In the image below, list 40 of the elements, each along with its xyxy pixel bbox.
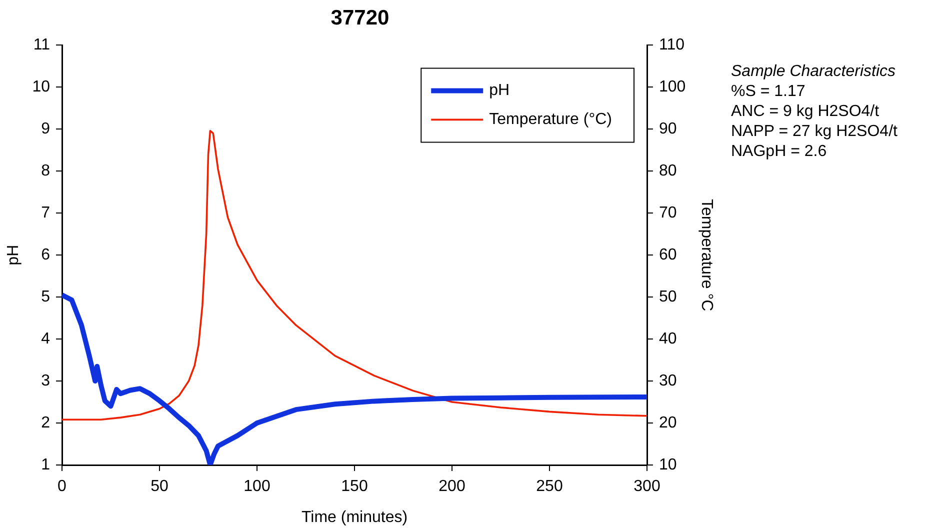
y2-tick-label: 60 [659, 246, 677, 264]
legend-label: pH [489, 82, 510, 100]
y-tick-label: 3 [41, 372, 50, 390]
y2-tick-label: 100 [659, 78, 686, 96]
x-tick-label: 150 [341, 478, 368, 496]
x-tick-label: 0 [58, 478, 67, 496]
y-tick-label: 9 [41, 120, 50, 138]
text: ANC = 9 kg H2SO4/t [731, 102, 880, 122]
x-tick-label: 250 [536, 478, 563, 496]
y-tick-label: 7 [41, 204, 50, 222]
y2-tick-label: 10 [659, 456, 677, 474]
legend-label: Temperature (°C) [489, 111, 612, 128]
text: Sample Characteristics [731, 62, 896, 82]
x-tick-label: 300 [634, 478, 660, 496]
y2-tick-label: 40 [659, 330, 677, 348]
y2-tick-label: 80 [659, 162, 677, 180]
x-tick-label: 50 [150, 478, 168, 496]
y-tick-label: 5 [41, 288, 50, 306]
y-axis-title: pH [5, 244, 22, 266]
y2-tick-label: 30 [659, 372, 677, 390]
x-axis-title: Time (minutes) [301, 508, 408, 526]
y-tick-label: 11 [33, 36, 50, 54]
y2-axis-title: Temperature °C [698, 198, 715, 312]
x-tick-label: 200 [438, 478, 466, 496]
y2-tick-label: 90 [659, 120, 677, 138]
x-tick-label: 100 [244, 478, 270, 496]
y2-tick-label: 110 [659, 36, 685, 54]
y2-tick-label: 20 [659, 414, 677, 432]
y-tick-label: 4 [41, 330, 50, 348]
y-tick-label: 10 [32, 78, 50, 96]
y-tick-label: 1 [41, 456, 50, 474]
y2-tick-label: 70 [659, 204, 677, 222]
text: NAGpH = 2.6 [731, 142, 828, 162]
y-tick-label: 8 [41, 162, 50, 180]
text: NAPP = 27 kg H2SO4/t [731, 122, 898, 142]
text: %S = 1.17 [731, 82, 806, 102]
y-tick-label: 2 [41, 414, 50, 432]
y-tick-label: 6 [41, 246, 50, 264]
y2-tick-label: 50 [659, 288, 677, 306]
chart-title: 37720 [330, 6, 390, 30]
